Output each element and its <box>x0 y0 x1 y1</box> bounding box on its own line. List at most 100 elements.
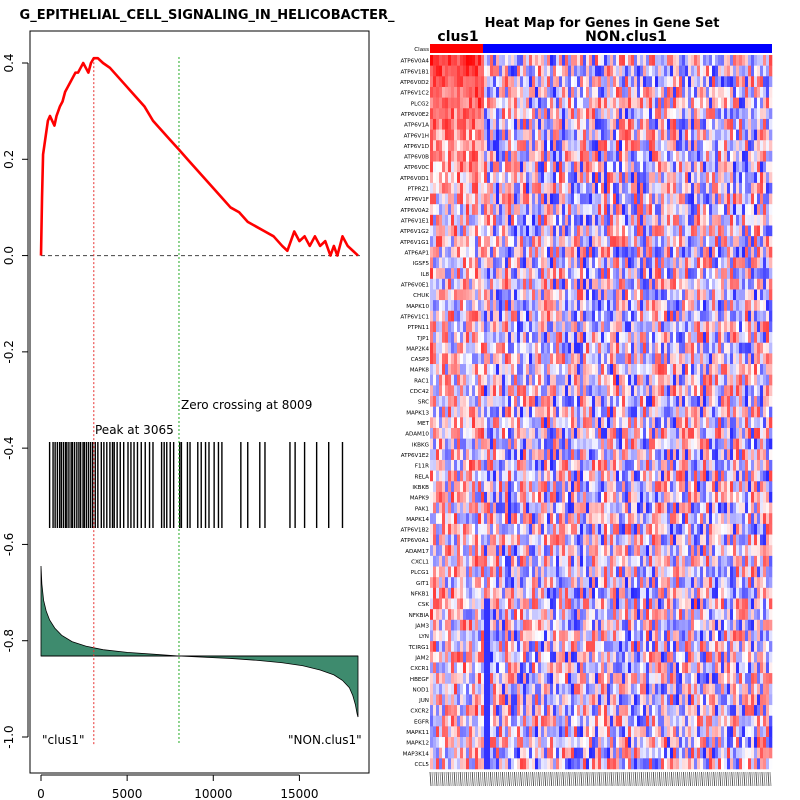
heatmap-cell <box>496 150 500 162</box>
heatmap-cell <box>448 236 452 248</box>
heatmap-cell <box>658 502 662 514</box>
heatmap-cell <box>574 310 578 322</box>
heatmap-cell <box>463 246 467 258</box>
heatmap-cell <box>700 385 704 397</box>
heatmap-cell <box>655 385 659 397</box>
heatmap-cell <box>502 374 506 386</box>
heatmap-cell <box>466 204 470 216</box>
heatmap-cell <box>499 108 503 120</box>
heatmap-cell <box>436 406 440 418</box>
heatmap-cell <box>430 396 434 407</box>
heatmap-cell <box>586 300 590 312</box>
heatmap-cell <box>706 321 710 333</box>
heatmap-cell <box>487 406 491 418</box>
heatmap-cell <box>757 108 761 120</box>
heatmap-cell <box>703 236 707 248</box>
heatmap-cell <box>766 364 770 375</box>
heatmap-cell <box>742 214 746 226</box>
heatmap-cell <box>628 427 632 439</box>
heatmap-cell <box>547 108 551 120</box>
heatmap-cell <box>730 193 734 205</box>
heatmap-cell <box>619 481 623 493</box>
heatmap-cell <box>478 396 482 407</box>
heatmap-cell <box>532 86 536 98</box>
heatmap-cell <box>655 427 659 439</box>
heatmap-cell <box>667 396 671 407</box>
heatmap-cell <box>619 214 623 226</box>
heatmap-cell <box>502 481 506 493</box>
heatmap-cell <box>760 129 764 141</box>
heatmap-cell <box>691 257 695 269</box>
heatmap-cell <box>637 459 641 471</box>
heatmap-cell <box>460 417 464 429</box>
heatmap-cell <box>442 427 446 439</box>
heatmap-cell <box>658 438 662 450</box>
heatmap-cell <box>679 321 683 333</box>
heatmap-cell <box>745 214 749 226</box>
heatmap-cell <box>643 300 647 312</box>
heatmap-cell <box>616 108 620 120</box>
heatmap-cell <box>706 193 710 205</box>
heatmap-cell <box>571 108 575 120</box>
heatmap-cell <box>625 459 629 471</box>
heatmap-cell <box>466 321 470 333</box>
x-tick-label: 10000 <box>194 787 232 800</box>
heatmap-cell <box>490 55 494 66</box>
x-tick-label: 0 <box>37 787 45 800</box>
heatmap-cell <box>538 332 542 344</box>
heatmap-cell <box>550 459 554 471</box>
heatmap-cell <box>640 118 644 130</box>
heatmap-cell <box>514 364 518 375</box>
heatmap-cell <box>718 193 722 205</box>
heatmap-cell <box>721 321 725 333</box>
heatmap-cell <box>637 150 641 162</box>
heatmap-cell <box>514 118 518 130</box>
heatmap-cell <box>733 481 737 493</box>
heatmap-cell <box>727 76 731 88</box>
heatmap-cell <box>547 129 551 141</box>
heatmap-cell <box>706 374 710 386</box>
heatmap-cell <box>451 55 455 66</box>
heatmap-cell <box>763 193 767 205</box>
heatmap-cell <box>697 385 701 397</box>
heatmap-cell <box>763 278 767 290</box>
heatmap-cell <box>751 161 755 173</box>
heatmap-cell <box>508 225 512 237</box>
heatmap-cell <box>607 118 611 130</box>
heatmap-cell <box>712 374 716 386</box>
heatmap-cell <box>694 364 698 375</box>
heatmap-cell <box>532 332 536 344</box>
heatmap-cell <box>703 118 707 130</box>
heatmap-cell <box>667 385 671 397</box>
heatmap-cell <box>517 470 521 482</box>
heatmap-cell <box>448 321 452 333</box>
heatmap-cell <box>511 193 515 205</box>
heatmap-cell <box>598 118 602 130</box>
heatmap-cell <box>646 300 650 312</box>
heatmap-cell <box>607 182 611 194</box>
heatmap-cell <box>655 225 659 237</box>
heatmap-cell <box>766 129 770 141</box>
heatmap-cell <box>490 342 494 354</box>
heatmap-cell <box>523 268 527 280</box>
heatmap-cell <box>583 76 587 88</box>
heatmap-cell <box>454 332 458 344</box>
heatmap-cell <box>544 225 548 237</box>
heatmap-cell <box>574 161 578 173</box>
heatmap-cell <box>694 108 698 120</box>
heatmap-cell <box>760 55 764 66</box>
heatmap-cell <box>559 342 563 354</box>
heatmap-cell <box>733 427 737 439</box>
heatmap-cell <box>721 97 725 109</box>
heatmap-cell <box>583 193 587 205</box>
heatmap-cell <box>658 310 662 322</box>
heatmap-cell <box>505 129 509 141</box>
heatmap-cell <box>478 204 482 216</box>
heatmap-cell <box>484 214 488 226</box>
heatmap-cell <box>613 193 617 205</box>
heatmap-cell <box>550 406 554 418</box>
heatmap-cell <box>475 321 479 333</box>
heatmap-cell <box>637 268 641 280</box>
heatmap-cell <box>580 172 584 184</box>
heatmap-cell <box>577 150 581 162</box>
